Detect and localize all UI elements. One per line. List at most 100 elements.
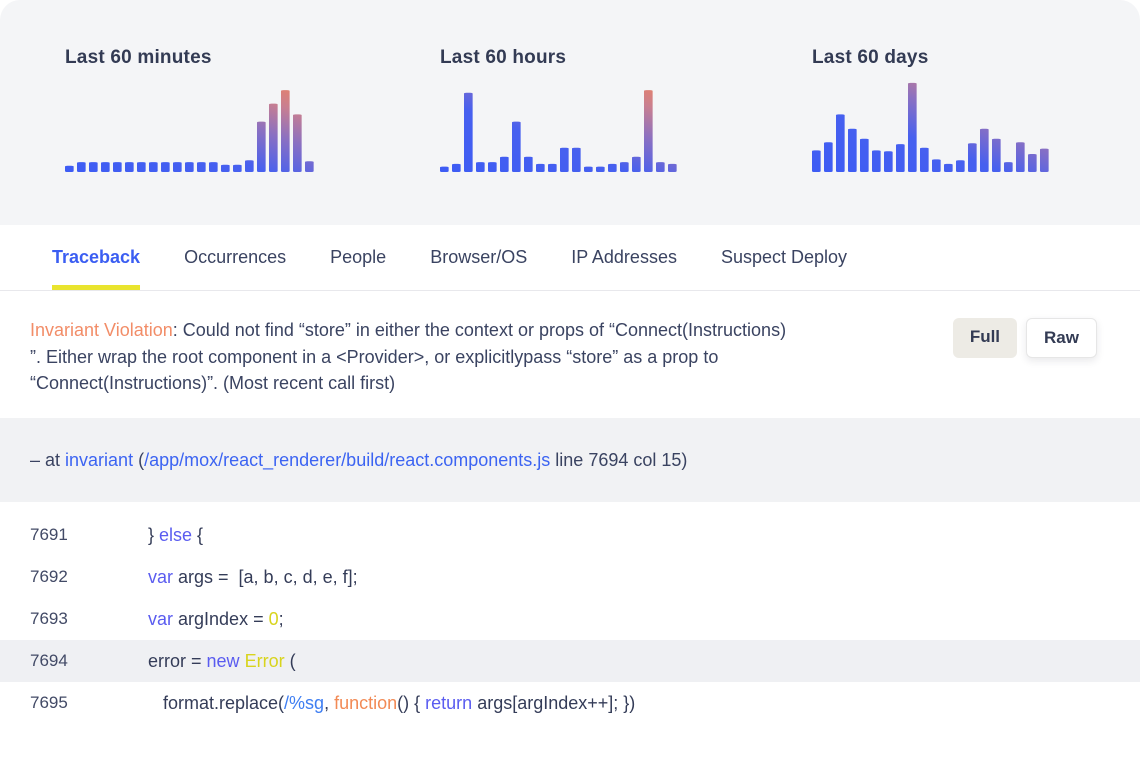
chart-bar [113, 162, 122, 172]
error-message-text: “Connect(Instructions)”. (Most recent ca… [30, 373, 396, 393]
tab-ip-addresses[interactable]: IP Addresses [571, 225, 677, 290]
error-type-label: Invariant Violation [30, 320, 173, 340]
error-message-line: “Connect(Instructions)”. (Most recent ca… [30, 370, 990, 397]
chart-bar [944, 163, 953, 172]
code-token: format.replace( [148, 692, 285, 713]
chart-bar [824, 142, 833, 172]
code-token: args[argIndex++]; }) [472, 692, 636, 713]
chart-bar [860, 138, 869, 172]
code-text: error = new Error ( [148, 651, 296, 672]
code-token: ( [284, 650, 296, 671]
chart-bar [293, 114, 302, 172]
chart-bar [500, 156, 509, 172]
chart-bar [572, 147, 581, 172]
code-text: var argIndex = 0; [148, 609, 284, 630]
line-number: 7692 [30, 567, 68, 586]
chart-bar [1004, 162, 1013, 172]
code-line: 7692 var args = [a, b, c, d, e, f]; [0, 556, 1140, 598]
chart-bar [220, 164, 230, 172]
chart-bar [836, 114, 845, 172]
chart-bar [872, 150, 881, 172]
tab-traceback[interactable]: Traceback [52, 225, 141, 290]
chart-bar [280, 90, 290, 172]
chart-bar [256, 121, 266, 172]
code-token: new [206, 650, 240, 671]
chart-bar [101, 162, 110, 172]
tab-suspect-deploy[interactable]: Suspect Deploy [721, 225, 847, 290]
code-line: 7693 var argIndex = 0; [0, 598, 1140, 640]
code-token: return [425, 692, 473, 713]
chart-bar [88, 162, 98, 172]
event-frequency-card: Last 60 minutes Last 60 hours Last 60 da… [0, 0, 1140, 225]
chart-bar [644, 90, 653, 172]
code-line: 7691} else { [0, 514, 1140, 556]
tab-browser-os[interactable]: Browser/OS [430, 225, 527, 290]
frame-text: ( [133, 449, 145, 470]
code-token: () { [397, 692, 426, 713]
chart-bar [1040, 148, 1049, 172]
code-token: Error [244, 650, 285, 671]
error-message: Invariant Violation: Could not find “sto… [30, 317, 990, 397]
error-message-section: Invariant Violation: Could not find “sto… [0, 292, 1140, 418]
chart-bar [233, 164, 242, 172]
line-number: 7695 [30, 693, 68, 712]
full-button[interactable]: Full [952, 318, 1018, 358]
frame-function-link[interactable]: invariant [65, 449, 134, 470]
chart-bar [305, 161, 314, 172]
chart-bar [185, 162, 194, 172]
chart-bar [452, 163, 461, 172]
code-token: var [148, 566, 174, 587]
tab-people[interactable]: People [330, 225, 386, 290]
code-token: /%sg [284, 692, 325, 713]
chart-bar [136, 162, 146, 172]
chart-bar [968, 143, 977, 172]
line-number: 7693 [30, 609, 68, 628]
view-mode-toggle: Full Raw [952, 318, 1097, 358]
chart-bar [476, 162, 485, 172]
chart-bar [908, 82, 917, 172]
code-text: } else { [148, 525, 203, 546]
code-text: format.replace(/%sg, function() { return… [148, 693, 635, 714]
tab-label: Traceback [52, 247, 141, 267]
active-tab-underline [52, 285, 141, 290]
chart-bar [208, 162, 218, 172]
code-line-highlighted: 7694 error = new Error ( [0, 640, 1140, 682]
error-message-text: : Could not find “store” in either the c… [172, 320, 787, 340]
chart-bar [608, 163, 617, 172]
bar-chart-last-60-hours [440, 90, 677, 172]
chart-bar [848, 128, 857, 172]
chart-title-last-60-hours: Last 60 hours [440, 47, 567, 68]
error-message-text: ”. Either wrap the root component in a <… [30, 346, 719, 367]
bar-chart-last-60-days [812, 82, 1049, 172]
code-token: ; [278, 608, 284, 629]
frame-text: line 7694 col 15) [550, 449, 688, 470]
raw-button[interactable]: Raw [1026, 318, 1097, 358]
bar-chart-last-60-minutes [65, 90, 314, 172]
chart-bar [173, 162, 182, 172]
tab-label: IP Addresses [571, 247, 677, 267]
tab-occurrences[interactable]: Occurrences [184, 225, 286, 290]
chart-bar [992, 138, 1001, 172]
code-token: function [334, 692, 398, 713]
source-code-context: 7691} else { 7692 var args = [a, b, c, d, … [0, 502, 1140, 724]
chart-bar [161, 162, 170, 172]
chart-bar [536, 163, 545, 172]
tab-label: Occurrences [184, 247, 287, 267]
code-token: args = [a, b, c, d, e, f]; [173, 566, 358, 587]
chart-bar [932, 159, 941, 172]
chart-bar [440, 166, 449, 172]
chart-bar [620, 162, 629, 172]
stack-frame: – at invariant (/app/mox/react_renderer/… [0, 418, 1140, 502]
tab-label: Suspect Deploy [720, 247, 848, 267]
chart-bar [196, 162, 206, 172]
code-token: } [148, 524, 160, 545]
chart-bar [76, 162, 86, 172]
error-message-line: Invariant Violation: Could not find “sto… [30, 317, 990, 344]
frame-file-link[interactable]: /app/mox/react_renderer/build/react.comp… [144, 449, 551, 470]
chart-bar [1016, 142, 1025, 172]
code-token: argIndex = [173, 608, 269, 629]
code-token: else [159, 524, 193, 545]
chart-title-last-60-days: Last 60 days [812, 47, 929, 68]
code-line: 7695 format.replace(/%sg, function() { r… [0, 682, 1140, 724]
